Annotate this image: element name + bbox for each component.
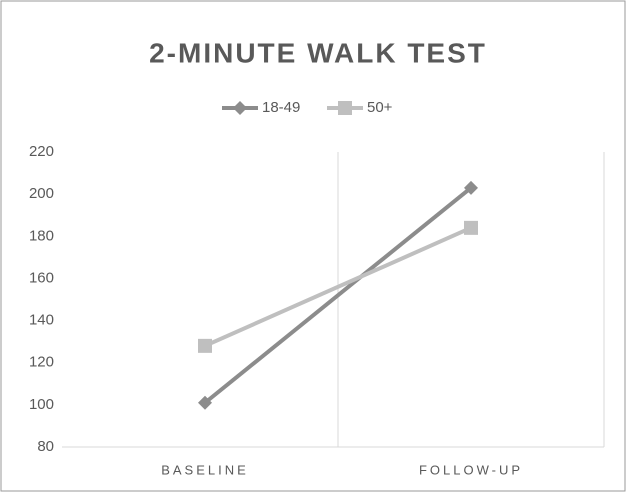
- series-line: [204, 226, 472, 348]
- y-tick-label: 100: [29, 396, 54, 413]
- y-tick-label: 120: [29, 354, 54, 371]
- legend-marker: [233, 101, 247, 115]
- y-tick-label: 160: [29, 269, 54, 286]
- y-tick-label: 180: [29, 227, 54, 244]
- legend-label: 18-49: [262, 99, 300, 116]
- x-tick-label: FOLLOW-UP: [419, 462, 523, 477]
- series-line: [203, 186, 473, 405]
- point-marker: [464, 220, 478, 235]
- y-tick-label: 200: [29, 185, 54, 202]
- legend-marker: [338, 101, 352, 115]
- y-tick-label: 220: [29, 143, 54, 160]
- x-tick-label: BASELINE: [161, 462, 249, 477]
- point-marker: [198, 338, 212, 353]
- point-marker: [464, 180, 478, 195]
- legend-label: 50+: [367, 99, 393, 116]
- chart-title: 2-MINUTE WALK TEST: [149, 37, 487, 68]
- y-tick-label: 80: [37, 438, 54, 455]
- point-marker: [198, 395, 212, 410]
- y-tick-label: 140: [29, 312, 54, 329]
